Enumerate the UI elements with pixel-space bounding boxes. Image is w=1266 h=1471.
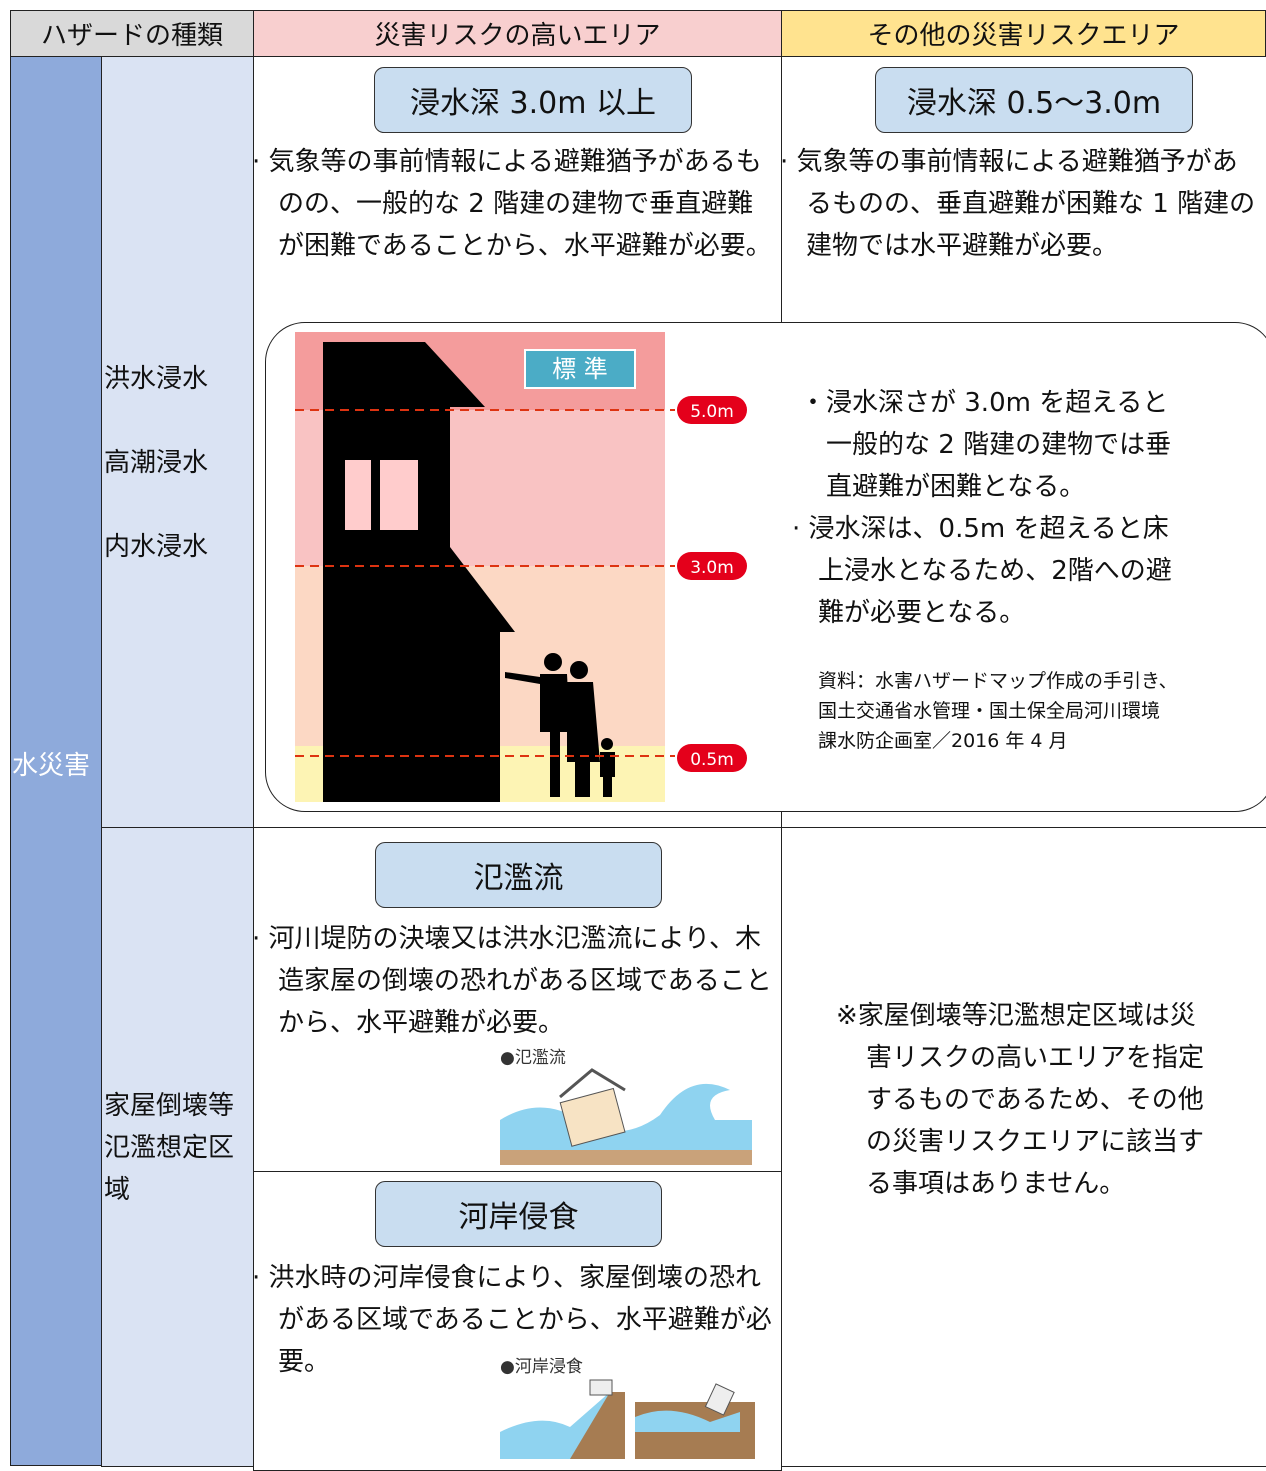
- category: 水災害: [12, 751, 91, 781]
- source: 資料：水害ハザードマップ作成の手引き、国土交通省水管理・国土保全局河川環境課水防…: [818, 670, 1178, 752]
- image-label: ●氾濫流: [500, 1048, 566, 1068]
- level-label: 3.0m: [690, 558, 734, 578]
- category-cell: [10, 56, 102, 1466]
- hazard-cell: [101, 56, 254, 828]
- badge: [524, 349, 636, 389]
- header-other: その他の災害リスクエリア: [781, 10, 1266, 57]
- header-high: 災害リスクの高いエリア: [253, 10, 782, 57]
- title-box: 浸水深 0.5～3.0m: [875, 67, 1193, 133]
- level-line: [295, 409, 675, 757]
- figure: 標 準 5.0m 3.0m 0.5m: [295, 332, 747, 802]
- window: [345, 460, 371, 530]
- image-label: ●河岸浸食: [500, 1357, 583, 1377]
- house: [323, 342, 515, 802]
- title-box: 河岸侵食: [375, 1181, 662, 1247]
- level-badge: [677, 552, 747, 580]
- level-label: 5.0m: [690, 402, 734, 422]
- badge-text: 標 準: [552, 355, 608, 383]
- window: [380, 460, 418, 530]
- people: [505, 653, 615, 797]
- text: · 気象等の事前情報による避難猶予があるものの、垂直避難が困難な 1 階建の建物…: [780, 147, 1256, 261]
- text: · 河川堤防の決壊又は洪水氾濫流により、木造家屋の倒壊の恐れがある区域であること…: [252, 924, 772, 1038]
- hazard: 洪水浸水: [104, 364, 209, 394]
- level-label: 0.5m: [690, 750, 734, 770]
- text: · 気象等の事前情報による避難猶予があるものの、一般的な 2 階建の建物で垂直避…: [252, 147, 772, 261]
- illustration: [500, 1068, 752, 1165]
- hazard: 高潮浸水: [104, 448, 209, 478]
- note: ・浸水深さが 3.0m を超えると一般的な 2 階建の建物では垂直避難が困難とな…: [800, 388, 1172, 502]
- text: · 洪水時の河岸侵食により、家屋倒壊の恐れがある区域であることから、水平避難が必…: [252, 1263, 772, 1377]
- level-badge: [677, 396, 747, 424]
- level-badge: [677, 744, 747, 772]
- hazard: 内水浸水: [104, 532, 209, 562]
- note: · 浸水深は、0.5m を超えると床上浸水となるため、2階への避難が必要となる。: [792, 514, 1172, 628]
- header-hazard: ハザードの種類: [10, 10, 254, 57]
- illustration: [500, 1379, 755, 1459]
- hazard: 家屋倒壊等氾濫想定区域: [104, 1091, 235, 1205]
- text: ※家屋倒壊等氾濫想定区域は災害リスクの高いエリアを指定するものであるため、その他…: [836, 1001, 1205, 1199]
- title-box: 氾濫流: [375, 842, 662, 908]
- title-box: 浸水深 3.0m 以上: [374, 67, 692, 133]
